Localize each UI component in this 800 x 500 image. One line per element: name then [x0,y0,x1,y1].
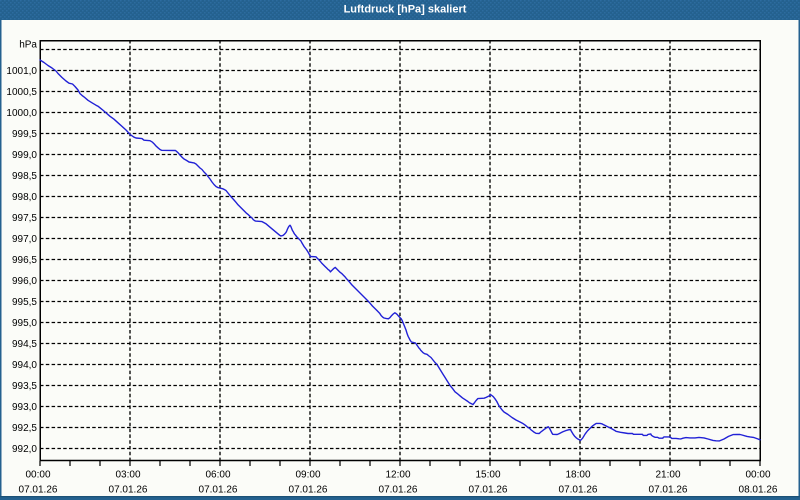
svg-text:07.01.26: 07.01.26 [649,485,688,496]
svg-text:21:00: 21:00 [655,470,680,481]
svg-text:03:00: 03:00 [115,470,140,481]
svg-text:995,5: 995,5 [12,297,37,308]
svg-text:993,0: 993,0 [12,402,37,413]
svg-text:06:00: 06:00 [205,470,230,481]
svg-text:996,5: 996,5 [12,255,37,266]
svg-text:07.01.26: 07.01.26 [199,485,238,496]
svg-text:997,5: 997,5 [12,213,37,224]
svg-text:997,0: 997,0 [12,234,37,245]
svg-text:09:00: 09:00 [295,470,320,481]
svg-text:1000,5: 1000,5 [6,87,37,98]
svg-text:999,0: 999,0 [12,150,37,161]
svg-text:998,5: 998,5 [12,171,37,182]
svg-text:995,0: 995,0 [12,318,37,329]
svg-text:hPa: hPa [19,40,37,51]
svg-text:1001,0: 1001,0 [6,66,37,77]
svg-text:18:00: 18:00 [565,470,590,481]
svg-text:07.01.26: 07.01.26 [109,485,148,496]
svg-text:994,0: 994,0 [12,360,37,371]
svg-text:996,0: 996,0 [12,276,37,287]
svg-text:998,0: 998,0 [12,192,37,203]
svg-text:00:00: 00:00 [25,470,50,481]
svg-text:Luftdruck [hPa] skaliert: Luftdruck [hPa] skaliert [344,4,467,16]
svg-text:12:00: 12:00 [385,470,410,481]
svg-text:992,0: 992,0 [12,444,37,455]
svg-text:07.01.26: 07.01.26 [379,485,418,496]
svg-text:1000,0: 1000,0 [6,108,37,119]
svg-text:08.01.26: 08.01.26 [739,485,778,496]
svg-text:07.01.26: 07.01.26 [469,485,508,496]
svg-text:999,5: 999,5 [12,129,37,140]
svg-text:07.01.26: 07.01.26 [289,485,328,496]
svg-text:993,5: 993,5 [12,381,37,392]
svg-text:994,5: 994,5 [12,339,37,350]
svg-text:15:00: 15:00 [475,470,500,481]
svg-text:07.01.26: 07.01.26 [19,485,58,496]
svg-text:07.01.26: 07.01.26 [559,485,598,496]
svg-text:00:00: 00:00 [745,470,770,481]
svg-text:992,5: 992,5 [12,423,37,434]
